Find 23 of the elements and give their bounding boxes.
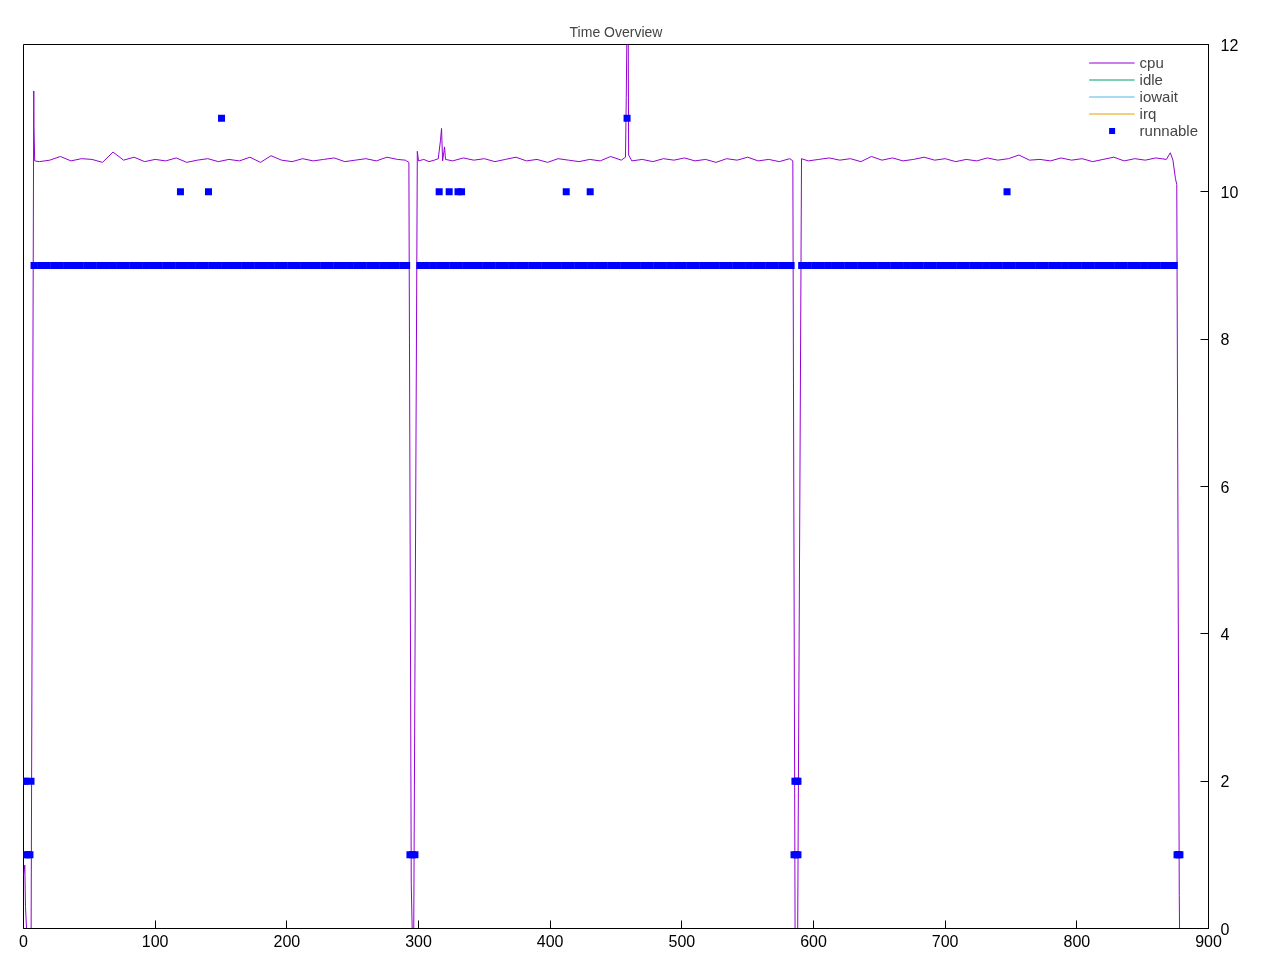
y-tick-label: 12 <box>1220 36 1239 54</box>
x-tick-label: 900 <box>1195 932 1222 950</box>
y-tick-label: 10 <box>1220 183 1239 201</box>
x-tick-label: 700 <box>931 932 959 950</box>
chart-title: Time Overview <box>569 23 664 40</box>
y-tick-label: 4 <box>1220 625 1230 643</box>
x-tick-label: 500 <box>668 932 696 950</box>
x-tick-label: 400 <box>536 932 564 950</box>
legend-label: runnable <box>1139 122 1198 139</box>
y-tick-label: 8 <box>1220 331 1230 349</box>
x-tick-label: 600 <box>800 932 827 950</box>
y-tick-label: 2 <box>1220 773 1230 791</box>
x-tick-label: 100 <box>141 932 169 950</box>
legend-label: irq <box>1139 105 1158 122</box>
y-tick-label: 6 <box>1220 478 1230 496</box>
x-tick-label: 300 <box>405 932 432 950</box>
x-tick-label: 200 <box>273 932 301 950</box>
x-tick-label: 800 <box>1063 932 1091 950</box>
y-tick-label: 0 <box>1220 920 1230 938</box>
legend-label: iowait <box>1139 88 1178 105</box>
x-tick-label: 0 <box>19 932 29 950</box>
legend-label: cpu <box>1139 54 1164 71</box>
legend-label: idle <box>1139 71 1163 88</box>
